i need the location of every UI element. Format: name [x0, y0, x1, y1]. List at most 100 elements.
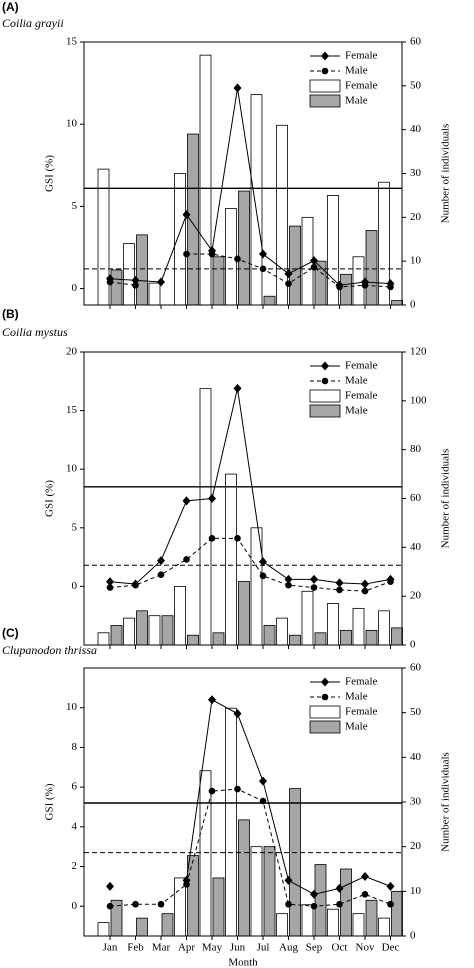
- male-marker: [234, 255, 241, 263]
- y2-tick-label: 20: [410, 840, 422, 852]
- x-tick-label: Dec: [382, 942, 400, 954]
- y2-tick-label: 0: [410, 299, 416, 311]
- bar: [97, 632, 110, 646]
- male-marker: [336, 900, 343, 908]
- legend-label: Male: [345, 405, 368, 417]
- female-marker: [182, 210, 191, 220]
- female-marker: [208, 494, 216, 503]
- bar: [225, 208, 237, 306]
- y2-tick-label: 60: [410, 36, 422, 48]
- y2-tick-label: 60: [410, 662, 422, 674]
- bar: [263, 625, 276, 646]
- legend-marker: [321, 51, 329, 61]
- bar: [289, 225, 301, 306]
- legend-swatch: [309, 389, 341, 403]
- male-marker: [106, 584, 114, 591]
- bar: [136, 610, 148, 646]
- y-axis-label: GSI (%): [44, 155, 56, 192]
- x-tick-label: Sep: [306, 942, 323, 954]
- male-marker: [361, 891, 369, 898]
- female-marker: [233, 383, 242, 393]
- y-axis-label: GSI (%): [44, 783, 56, 820]
- y-tick-label: 5: [72, 521, 78, 533]
- male-marker: [183, 250, 190, 258]
- female-marker: [233, 709, 242, 719]
- bar: [97, 168, 110, 306]
- male-marker: [387, 578, 394, 586]
- bar: [391, 300, 403, 306]
- male-marker: [208, 787, 216, 795]
- y-tick-label: 5: [72, 200, 78, 212]
- bar: [187, 855, 199, 937]
- male-marker: [310, 263, 318, 271]
- x-axis-label: Month: [228, 957, 258, 968]
- gsi-line: [109, 87, 391, 286]
- legend-swatch: [309, 404, 341, 418]
- female-marker: [182, 496, 191, 506]
- y-tick-label: 0: [72, 900, 78, 912]
- bar: [378, 917, 390, 937]
- legend-label: Female: [345, 390, 377, 402]
- y2-axis-label: Number of individuals: [440, 124, 452, 224]
- bar: [174, 173, 186, 306]
- x-tick-label: Nov: [356, 942, 375, 954]
- legend-swatch: [309, 705, 341, 719]
- y2-tick-label: 40: [410, 541, 422, 553]
- x-tick-label: May: [202, 942, 223, 954]
- y-tick-label: 0: [72, 580, 78, 592]
- bar: [263, 846, 276, 937]
- bar: [238, 581, 250, 646]
- y-axis-label: GSI (%): [44, 480, 56, 517]
- panel-title: Coilia mystus: [2, 325, 68, 339]
- y2-tick-label: 40: [410, 123, 422, 135]
- bar: [276, 913, 288, 937]
- female-marker: [259, 776, 267, 786]
- male-marker: [234, 535, 241, 542]
- female-marker: [259, 249, 267, 259]
- male-marker: [336, 283, 343, 291]
- bar: [110, 625, 123, 646]
- bar: [340, 629, 352, 646]
- y-tick-label: 4: [72, 820, 78, 832]
- y-tick-label: 10: [66, 118, 78, 130]
- bar: [161, 615, 174, 646]
- male-marker: [387, 283, 394, 291]
- y2-axis-label: Number of individuals: [440, 449, 452, 549]
- male-marker: [106, 902, 114, 910]
- female-marker: [284, 574, 293, 584]
- bar: [352, 913, 365, 937]
- bar: [212, 632, 225, 646]
- y-tick-label: 10: [66, 463, 78, 475]
- legend-swatch: [309, 79, 341, 93]
- y2-tick-label: 20: [410, 590, 422, 602]
- y2-tick-label: 100: [410, 394, 427, 406]
- legend-swatch: [309, 720, 341, 734]
- bar: [276, 124, 288, 306]
- legend-label: Female: [345, 50, 377, 62]
- y-tick-label: 20: [66, 346, 78, 358]
- bar: [123, 243, 135, 306]
- plot-frame: [83, 41, 403, 306]
- bar: [187, 634, 199, 646]
- gsi-line: [109, 388, 391, 585]
- bar: [301, 590, 314, 646]
- bar: [314, 864, 327, 937]
- female-marker: [284, 875, 293, 885]
- female-marker: [106, 881, 114, 891]
- legend-marker: [321, 67, 329, 75]
- x-tick-label: Jan: [103, 942, 118, 954]
- bar: [238, 819, 250, 937]
- x-tick-label: Jul: [257, 942, 270, 954]
- bar: [199, 54, 212, 306]
- legend-label: Male: [345, 375, 368, 387]
- y2-axis-label: Number of individuals: [440, 752, 452, 852]
- bar: [199, 770, 212, 937]
- x-tick-label: Mar: [152, 942, 171, 954]
- female-marker: [284, 269, 293, 279]
- y-tick-label: 2: [72, 860, 78, 872]
- legend-marker: [321, 377, 329, 385]
- y2-tick-label: 40: [410, 751, 422, 763]
- x-tick-label: Aug: [279, 942, 298, 954]
- legend-label: Female: [345, 676, 377, 688]
